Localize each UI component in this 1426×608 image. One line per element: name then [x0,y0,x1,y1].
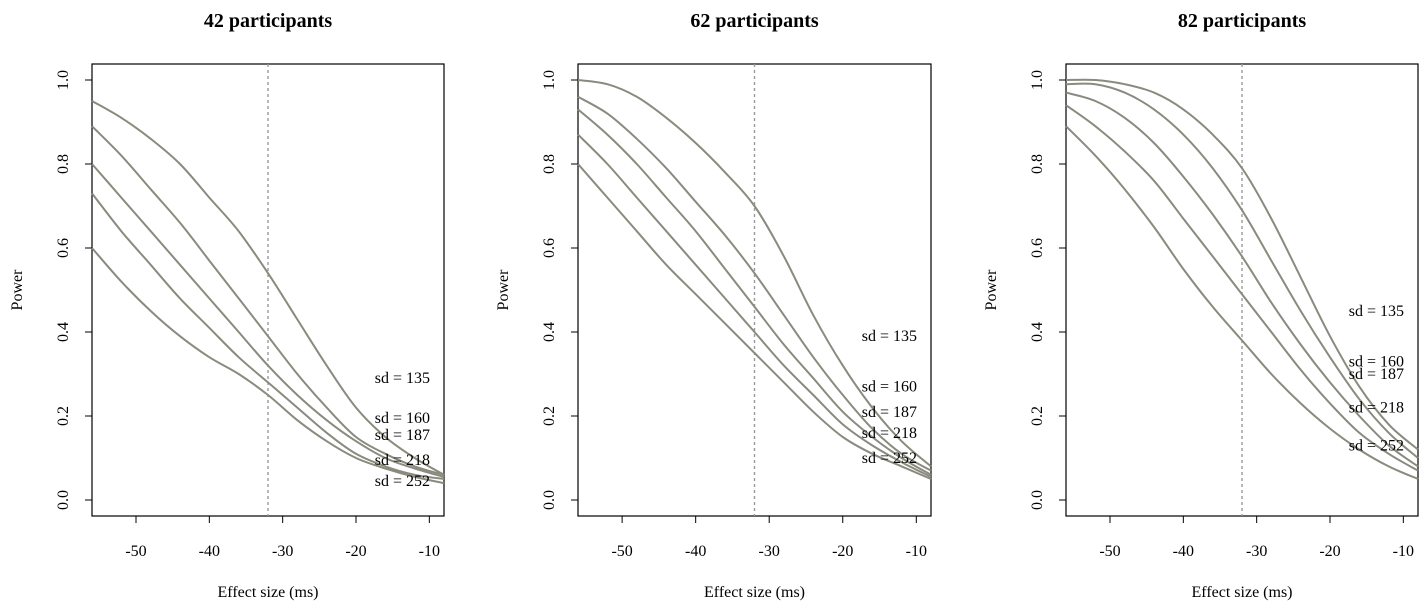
series-line [91,192,445,480]
panel-62-participants: 62 participants -50 -40 -30 -20 -10 0.0 0.2 0.4 0… [495,10,932,601]
series-line [91,125,445,476]
series-line [577,79,932,468]
x-tick-label: -10 [1393,543,1414,560]
series-line [91,100,445,476]
panel-title: 62 participants [690,10,819,32]
series-line [577,108,932,476]
y-tick-label: 0.0 [55,490,72,510]
series-label: sd = 187 [1349,366,1404,383]
x-tick-label: -30 [1246,543,1267,560]
x-tick-label: -10 [906,543,927,560]
x-axis-label: Effect size (ms) [218,584,319,601]
x-tick-label: -40 [1173,543,1194,560]
y-tick-label: 1.0 [541,70,558,90]
y-tick-label: 0.2 [1029,406,1046,426]
series-label: sd = 135 [1349,303,1404,320]
x-tick-label: -20 [832,543,853,560]
y-tick-label: 0.4 [1029,322,1046,342]
series-line [1065,125,1419,480]
series-label: sd = 252 [1349,437,1404,454]
y-tick-label: 0.2 [541,406,558,426]
series-line [91,163,445,478]
y-tick-label: 0.4 [55,322,72,342]
y-axis-label: Power [983,269,1000,311]
y-axis-label: Power [495,269,512,311]
x-tick-label: -50 [1099,543,1120,560]
x-tick-label: -20 [345,543,366,560]
y-tick-label: 0.6 [541,238,558,258]
series-line [1065,78,1419,451]
panel-title: 42 participants [204,10,333,32]
series-line [1065,104,1419,472]
series-label: sd = 160 [375,410,430,427]
y-tick-label: 0.8 [55,154,72,174]
y-tick-label: 0.4 [541,322,558,342]
series-line [577,163,932,480]
x-tick-label: -20 [1319,543,1340,560]
series-line [577,133,932,478]
x-tick-label: -40 [685,543,706,560]
x-tick-label: -10 [419,543,440,560]
series-label: sd = 135 [375,370,430,387]
series-label: sd = 252 [375,473,430,490]
series-label: sd = 160 [1349,353,1404,370]
panel-title: 82 participants [1178,10,1307,32]
y-axis-label: Power [9,269,26,311]
series-label: sd = 218 [375,452,430,469]
y-tick-label: 1.0 [1029,70,1046,90]
y-tick-label: 0.0 [541,490,558,510]
x-tick-label: -30 [272,543,293,560]
y-tick-label: 0.0 [1029,490,1046,510]
y-tick-label: 0.6 [55,238,72,258]
y-tick-label: 0.2 [55,406,72,426]
series-label: sd = 252 [862,450,917,467]
series-label: sd = 218 [1349,400,1404,417]
y-tick-label: 0.8 [1029,154,1046,174]
series-label: sd = 187 [375,427,430,444]
series-label: sd = 187 [862,404,917,421]
x-axis-label: Effect size (ms) [704,584,805,601]
panel-82-participants: 82 participants -50 -40 -30 -20 -10 0.0 0.2 0.4 0… [983,10,1419,601]
panel-42-participants: 42 participants -50 -40 -30 -20 -10 0.0 0.2 0.4 0… [9,10,445,601]
series-line [577,95,932,472]
series-line [91,247,445,485]
x-tick-label: -30 [759,543,780,560]
series-label: sd = 160 [862,379,917,396]
x-tick-label: -50 [611,543,632,560]
y-tick-label: 1.0 [55,70,72,90]
x-tick-label: -50 [125,543,146,560]
series-line [1065,82,1419,459]
y-tick-label: 0.6 [1029,238,1046,258]
x-tick-label: -40 [199,543,220,560]
series-label: sd = 135 [862,328,917,345]
series-line [1065,91,1419,468]
series-label: sd = 218 [862,425,917,442]
x-axis-label: Effect size (ms) [1192,584,1293,601]
y-tick-label: 0.8 [541,154,558,174]
